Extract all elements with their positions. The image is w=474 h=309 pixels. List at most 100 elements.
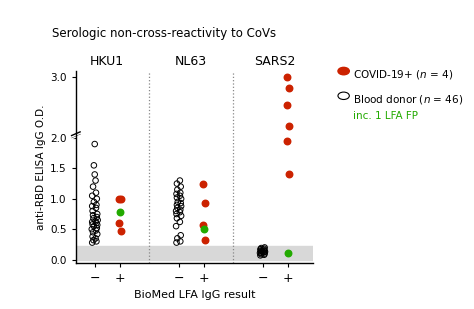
Point xyxy=(176,210,183,215)
Text: SARS2: SARS2 xyxy=(255,55,296,68)
Point xyxy=(92,178,100,183)
Point xyxy=(261,249,268,254)
Point xyxy=(90,224,98,229)
Point xyxy=(89,240,96,245)
Point xyxy=(93,231,101,236)
Point xyxy=(176,178,183,183)
Point xyxy=(176,207,184,212)
Point xyxy=(201,201,209,205)
Point xyxy=(173,224,180,229)
Point xyxy=(93,214,100,219)
Point xyxy=(118,229,125,234)
Point xyxy=(92,190,100,195)
Point xyxy=(92,205,100,210)
Point xyxy=(90,163,98,168)
Point xyxy=(256,251,264,256)
Point xyxy=(89,213,97,218)
Point xyxy=(199,181,207,186)
Point xyxy=(283,138,291,143)
Point xyxy=(177,201,184,205)
Point xyxy=(260,250,267,255)
Point xyxy=(89,209,96,214)
Text: HKU1: HKU1 xyxy=(90,55,124,68)
Point xyxy=(91,172,99,177)
Point xyxy=(285,86,293,91)
Point xyxy=(176,190,184,195)
Point xyxy=(257,252,265,256)
Point xyxy=(257,246,265,251)
Point xyxy=(118,196,125,201)
X-axis label: BioMed LFA IgG result: BioMed LFA IgG result xyxy=(134,290,255,300)
Point xyxy=(259,249,266,254)
Point xyxy=(260,246,268,251)
Point xyxy=(177,204,185,209)
Point xyxy=(92,219,100,224)
Point xyxy=(93,226,100,231)
Point xyxy=(177,233,184,238)
Point xyxy=(115,196,123,201)
Point xyxy=(173,195,181,200)
Point xyxy=(89,230,97,235)
Point xyxy=(173,202,181,207)
Y-axis label: anti-RBD ELISA IgG O.D.: anti-RBD ELISA IgG O.D. xyxy=(36,104,46,230)
Point xyxy=(91,142,99,146)
Point xyxy=(260,248,267,252)
Point xyxy=(173,216,181,221)
Point xyxy=(173,240,180,245)
Point xyxy=(176,193,183,198)
Point xyxy=(200,227,208,232)
Point xyxy=(283,75,291,80)
Text: Blood donor ($n$ = 46): Blood donor ($n$ = 46) xyxy=(353,93,464,106)
Point xyxy=(93,222,101,227)
Point xyxy=(257,250,264,255)
Point xyxy=(283,102,291,107)
Point xyxy=(261,245,268,250)
Text: NL63: NL63 xyxy=(175,55,207,68)
Point xyxy=(94,218,101,222)
Point xyxy=(90,216,97,221)
Point xyxy=(177,213,185,218)
Point xyxy=(115,221,123,226)
Point xyxy=(90,199,98,204)
Point xyxy=(116,210,124,215)
Point xyxy=(89,204,96,209)
Point xyxy=(261,251,268,256)
Point xyxy=(92,239,100,244)
Point xyxy=(177,196,185,201)
Point xyxy=(176,239,184,244)
Point xyxy=(256,253,264,258)
Point xyxy=(88,227,96,232)
Text: Serologic non-cross-reactivity to CoVs: Serologic non-cross-reactivity to CoVs xyxy=(52,27,276,40)
Point xyxy=(284,251,292,256)
Point xyxy=(89,184,97,189)
Point xyxy=(90,238,97,243)
Point xyxy=(89,222,96,227)
Point xyxy=(177,184,184,189)
Point xyxy=(173,181,181,186)
Point xyxy=(173,187,181,192)
Bar xyxy=(76,246,313,260)
Point xyxy=(261,249,269,254)
Point xyxy=(89,234,96,239)
Point xyxy=(257,248,264,253)
Text: inc. 1 LFA FP: inc. 1 LFA FP xyxy=(353,111,418,121)
Point xyxy=(89,219,96,224)
Point xyxy=(257,249,265,254)
Point xyxy=(173,236,181,241)
Point xyxy=(92,236,100,241)
Point xyxy=(93,196,100,201)
Text: COVID-19+ ($n$ = 4): COVID-19+ ($n$ = 4) xyxy=(353,68,453,81)
Point xyxy=(174,199,182,204)
Point xyxy=(201,238,209,243)
Point xyxy=(173,212,180,217)
Point xyxy=(92,202,100,207)
Point xyxy=(93,212,101,217)
Point xyxy=(173,209,180,214)
Point xyxy=(199,222,207,227)
Point xyxy=(173,192,180,197)
Point xyxy=(92,221,100,226)
Point xyxy=(260,252,268,257)
Point xyxy=(285,172,293,177)
Point xyxy=(173,205,181,210)
Point xyxy=(285,123,293,128)
